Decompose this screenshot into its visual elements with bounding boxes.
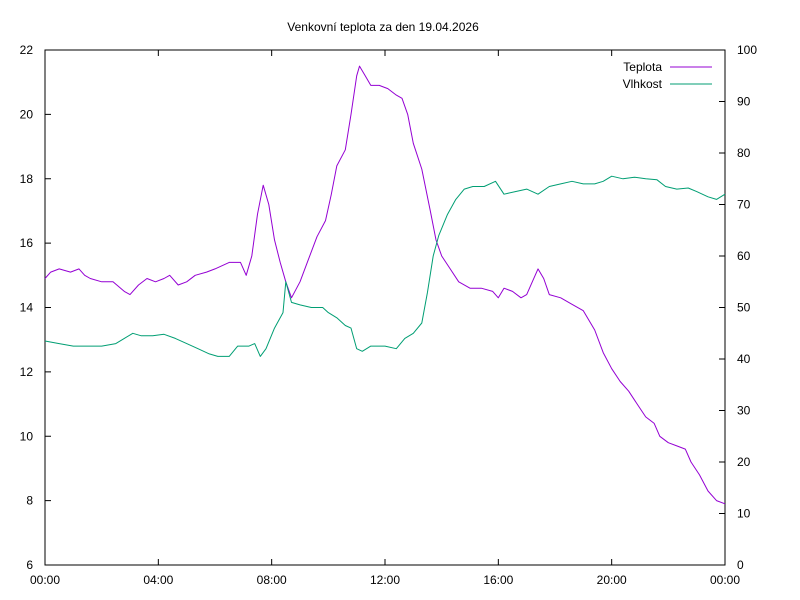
y2-tick-label: 80 [737,146,751,160]
legend: Teplota Vlhkost [623,60,712,91]
x-tick-label: 12:00 [370,573,400,587]
series-line-teplota [44,65,726,505]
left-axis: 6 8 10 12 14 16 18 20 22 [20,43,51,572]
series-line-vlhkost [44,175,726,357]
y2-tick-label: 90 [737,95,751,109]
y-tick-label: 20 [20,107,34,121]
y2-tick-label: 70 [737,198,751,212]
y2-tick-label: 10 [737,507,751,521]
chart-title: Venkovní teplota za den 19.04.2026 [287,20,479,34]
y-tick-label: 12 [20,365,34,379]
legend-label: Vlhkost [623,77,663,91]
y-tick-label: 6 [26,558,33,572]
y-tick-label: 18 [20,172,34,186]
y2-tick-label: 100 [737,43,757,57]
x-tick-label: 20:00 [597,573,627,587]
y2-tick-label: 30 [737,404,751,418]
y2-tick-label: 40 [737,352,751,366]
y-tick-label: 10 [20,429,34,443]
y2-tick-label: 50 [737,301,751,315]
legend-label: Teplota [623,60,662,74]
x-tick-label: 16:00 [483,573,513,587]
series-layer [44,65,726,505]
x-tick-label: 08:00 [257,573,287,587]
y2-tick-label: 0 [737,558,744,572]
bottom-axis: 00:00 04:00 08:00 12:00 16:00 20:00 00:00 [30,50,740,587]
right-axis: 0 10 20 30 40 50 60 70 80 90 100 [719,43,757,572]
x-tick-label: 00:00 [30,573,60,587]
plot-frame [44,49,726,566]
y2-tick-label: 20 [737,455,751,469]
x-tick-label: 04:00 [143,573,173,587]
y-tick-label: 8 [26,494,33,508]
y-tick-label: 22 [20,43,34,57]
x-tick-label: 00:00 [710,573,740,587]
y-tick-label: 14 [20,301,34,315]
y2-tick-label: 60 [737,249,751,263]
y-tick-label: 16 [20,236,34,250]
